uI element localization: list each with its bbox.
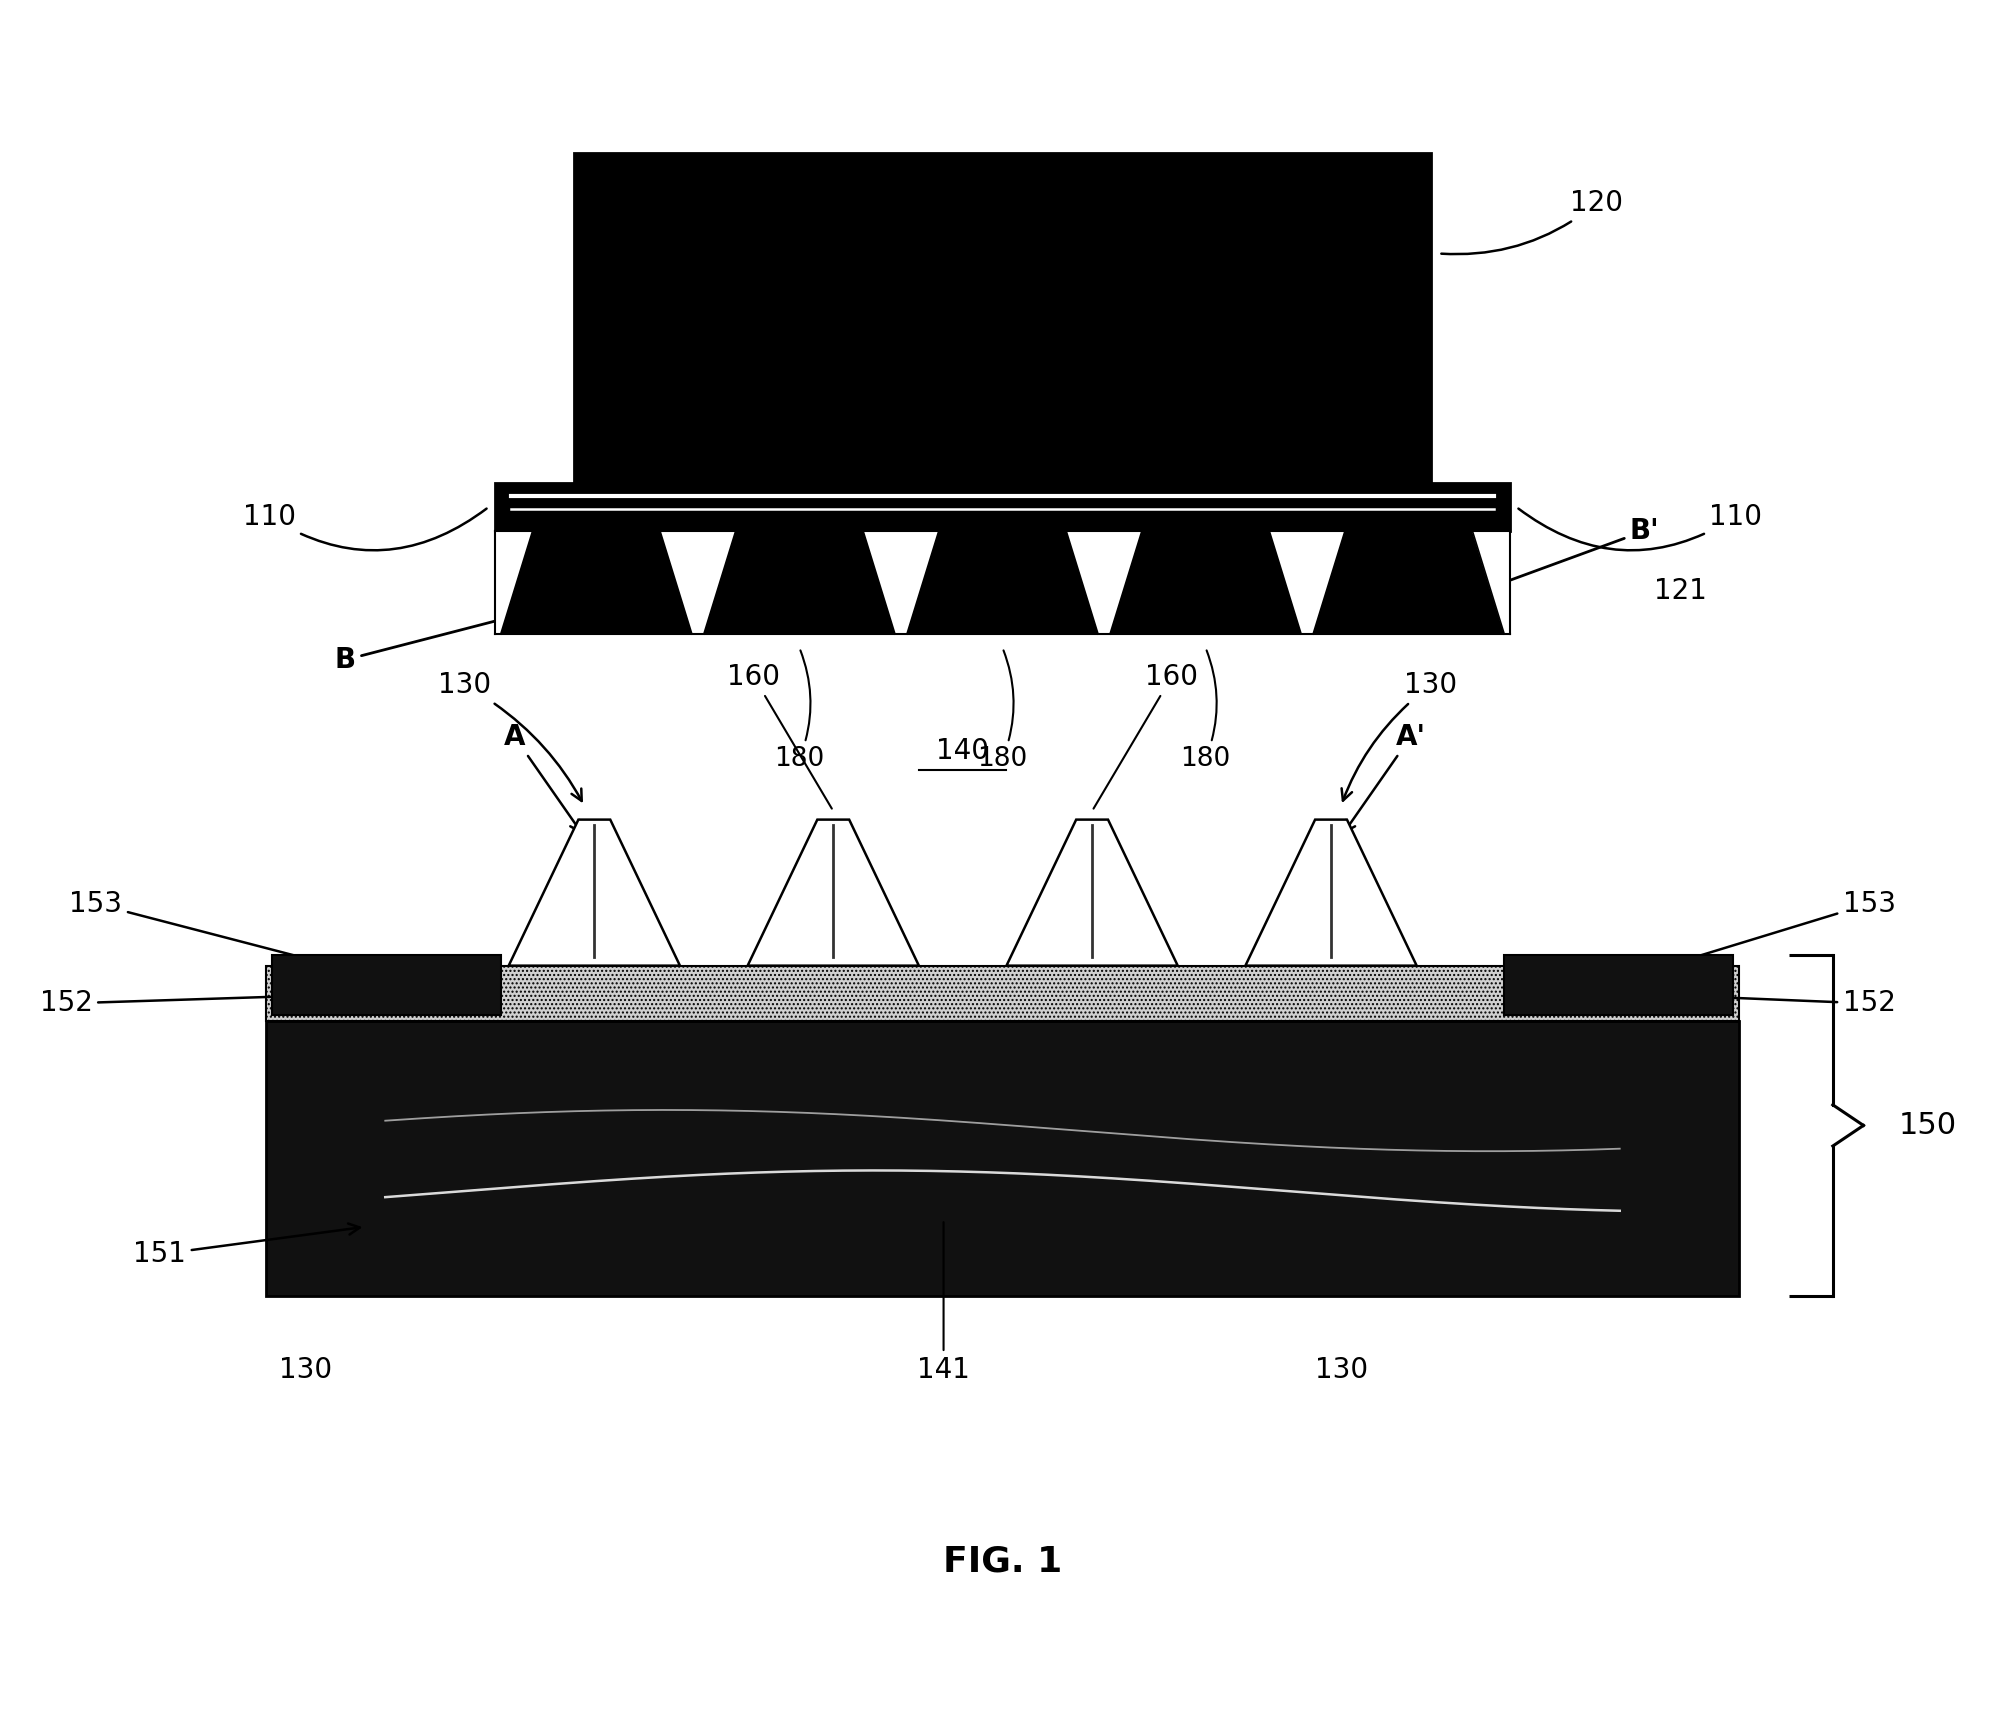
Bar (573, 152, 1432, 488)
Text: 151: 151 (132, 1223, 359, 1268)
Text: 180: 180 (1181, 651, 1231, 772)
Text: 140: 140 (936, 736, 988, 764)
Text: 130: 130 (279, 1356, 333, 1384)
Text: 110: 110 (1518, 502, 1762, 551)
Bar (273, 956, 501, 1015)
Text: 180: 180 (774, 651, 824, 772)
Bar (1504, 956, 1732, 1015)
Polygon shape (509, 819, 680, 966)
Text: 141: 141 (916, 1223, 970, 1384)
Bar (495, 483, 1510, 532)
Text: 160: 160 (1093, 663, 1199, 809)
Text: 150: 150 (1899, 1110, 1957, 1140)
Text: 130: 130 (1341, 672, 1458, 800)
Text: 130: 130 (1315, 1356, 1367, 1384)
Bar (267, 1020, 1738, 1296)
Text: 152: 152 (40, 989, 381, 1017)
Bar (267, 966, 1738, 1020)
Text: B': B' (1486, 516, 1660, 591)
Polygon shape (1245, 819, 1418, 966)
Polygon shape (660, 532, 736, 634)
Text: 153: 153 (70, 890, 359, 975)
Text: A: A (503, 722, 581, 831)
Polygon shape (862, 532, 938, 634)
Polygon shape (1067, 532, 1143, 634)
Text: 121: 121 (1654, 577, 1706, 604)
Polygon shape (495, 532, 533, 634)
Polygon shape (1269, 532, 1345, 634)
Polygon shape (748, 819, 918, 966)
Text: 153: 153 (1646, 890, 1897, 973)
Text: A': A' (1343, 722, 1426, 831)
Polygon shape (1472, 532, 1510, 634)
Text: 160: 160 (728, 663, 832, 809)
Text: B: B (335, 608, 539, 674)
Text: 120: 120 (1442, 189, 1622, 255)
Text: 110: 110 (243, 502, 487, 551)
Polygon shape (495, 532, 1510, 634)
Text: 130: 130 (439, 672, 581, 800)
Text: FIG. 1: FIG. 1 (942, 1545, 1063, 1580)
Text: 152: 152 (1624, 989, 1895, 1017)
Text: 180: 180 (976, 651, 1029, 772)
Polygon shape (1007, 819, 1177, 966)
